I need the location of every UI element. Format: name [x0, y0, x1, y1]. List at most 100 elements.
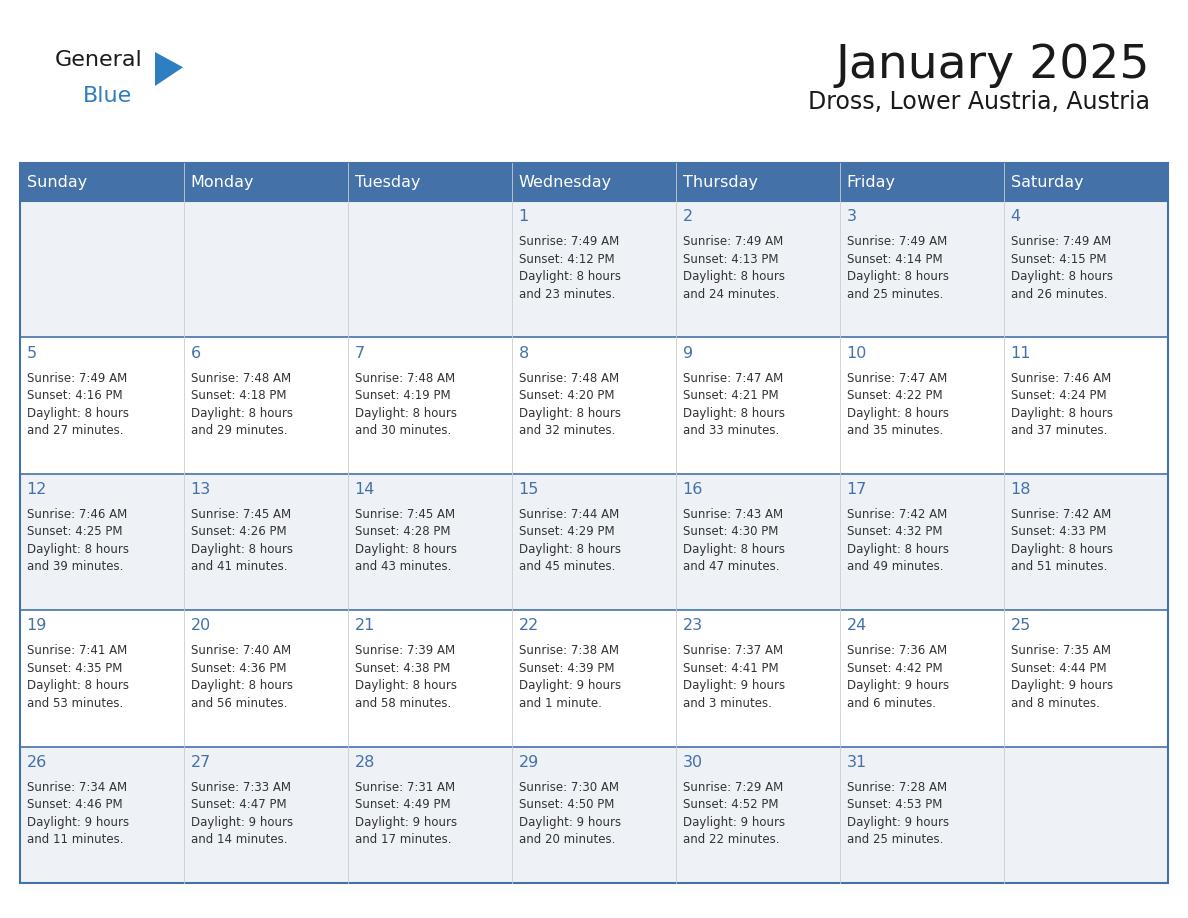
Text: Sunrise: 7:46 AM
Sunset: 4:25 PM
Daylight: 8 hours
and 39 minutes.: Sunrise: 7:46 AM Sunset: 4:25 PM Dayligh…	[26, 508, 128, 574]
Text: 7: 7	[354, 345, 365, 361]
Text: Sunrise: 7:49 AM
Sunset: 4:12 PM
Daylight: 8 hours
and 23 minutes.: Sunrise: 7:49 AM Sunset: 4:12 PM Dayligh…	[518, 235, 620, 300]
Polygon shape	[348, 201, 512, 338]
Polygon shape	[154, 52, 183, 86]
Polygon shape	[184, 746, 348, 883]
Text: Sunrise: 7:33 AM
Sunset: 4:47 PM
Daylight: 9 hours
and 14 minutes.: Sunrise: 7:33 AM Sunset: 4:47 PM Dayligh…	[190, 780, 292, 846]
Text: Sunrise: 7:49 AM
Sunset: 4:13 PM
Daylight: 8 hours
and 24 minutes.: Sunrise: 7:49 AM Sunset: 4:13 PM Dayligh…	[683, 235, 784, 300]
Polygon shape	[676, 201, 840, 338]
Text: Monday: Monday	[190, 174, 254, 189]
Polygon shape	[1004, 474, 1168, 610]
Polygon shape	[676, 163, 840, 201]
Polygon shape	[184, 474, 348, 610]
Text: Sunrise: 7:28 AM
Sunset: 4:53 PM
Daylight: 9 hours
and 25 minutes.: Sunrise: 7:28 AM Sunset: 4:53 PM Dayligh…	[847, 780, 949, 846]
Text: Sunrise: 7:42 AM
Sunset: 4:33 PM
Daylight: 8 hours
and 51 minutes.: Sunrise: 7:42 AM Sunset: 4:33 PM Dayligh…	[1011, 508, 1112, 574]
Polygon shape	[840, 163, 1004, 201]
Polygon shape	[348, 163, 512, 201]
Text: Sunrise: 7:49 AM
Sunset: 4:14 PM
Daylight: 8 hours
and 25 minutes.: Sunrise: 7:49 AM Sunset: 4:14 PM Dayligh…	[847, 235, 948, 300]
Text: Sunrise: 7:43 AM
Sunset: 4:30 PM
Daylight: 8 hours
and 47 minutes.: Sunrise: 7:43 AM Sunset: 4:30 PM Dayligh…	[683, 508, 784, 574]
Text: Wednesday: Wednesday	[518, 174, 612, 189]
Polygon shape	[676, 746, 840, 883]
Text: Sunrise: 7:40 AM
Sunset: 4:36 PM
Daylight: 8 hours
and 56 minutes.: Sunrise: 7:40 AM Sunset: 4:36 PM Dayligh…	[190, 644, 292, 710]
Text: Friday: Friday	[847, 174, 896, 189]
Text: Blue: Blue	[83, 86, 132, 106]
Text: 23: 23	[683, 619, 702, 633]
Polygon shape	[512, 163, 676, 201]
Text: 6: 6	[190, 345, 201, 361]
Polygon shape	[20, 474, 184, 610]
Polygon shape	[840, 474, 1004, 610]
Polygon shape	[1004, 338, 1168, 474]
Text: 30: 30	[683, 755, 702, 770]
Text: Dross, Lower Austria, Austria: Dross, Lower Austria, Austria	[808, 90, 1150, 114]
Text: 10: 10	[847, 345, 867, 361]
Text: 5: 5	[26, 345, 37, 361]
Polygon shape	[184, 201, 348, 338]
Polygon shape	[840, 338, 1004, 474]
Polygon shape	[840, 610, 1004, 746]
Polygon shape	[348, 474, 512, 610]
Text: Sunrise: 7:41 AM
Sunset: 4:35 PM
Daylight: 8 hours
and 53 minutes.: Sunrise: 7:41 AM Sunset: 4:35 PM Dayligh…	[26, 644, 128, 710]
Text: 2: 2	[683, 209, 693, 224]
Text: 24: 24	[847, 619, 867, 633]
Text: 20: 20	[190, 619, 210, 633]
Text: 12: 12	[26, 482, 48, 497]
Polygon shape	[184, 163, 348, 201]
Polygon shape	[20, 163, 184, 201]
Text: Sunrise: 7:49 AM
Sunset: 4:16 PM
Daylight: 8 hours
and 27 minutes.: Sunrise: 7:49 AM Sunset: 4:16 PM Dayligh…	[26, 372, 128, 437]
Text: 3: 3	[847, 209, 857, 224]
Text: Sunrise: 7:44 AM
Sunset: 4:29 PM
Daylight: 8 hours
and 45 minutes.: Sunrise: 7:44 AM Sunset: 4:29 PM Dayligh…	[518, 508, 620, 574]
Text: 8: 8	[518, 345, 529, 361]
Text: Tuesday: Tuesday	[354, 174, 421, 189]
Text: Sunrise: 7:35 AM
Sunset: 4:44 PM
Daylight: 9 hours
and 8 minutes.: Sunrise: 7:35 AM Sunset: 4:44 PM Dayligh…	[1011, 644, 1113, 710]
Text: 22: 22	[518, 619, 539, 633]
Text: Sunrise: 7:48 AM
Sunset: 4:19 PM
Daylight: 8 hours
and 30 minutes.: Sunrise: 7:48 AM Sunset: 4:19 PM Dayligh…	[354, 372, 456, 437]
Text: 9: 9	[683, 345, 693, 361]
Text: Sunrise: 7:47 AM
Sunset: 4:21 PM
Daylight: 8 hours
and 33 minutes.: Sunrise: 7:47 AM Sunset: 4:21 PM Dayligh…	[683, 372, 784, 437]
Text: 19: 19	[26, 619, 48, 633]
Polygon shape	[1004, 746, 1168, 883]
Polygon shape	[1004, 201, 1168, 338]
Text: Sunrise: 7:45 AM
Sunset: 4:28 PM
Daylight: 8 hours
and 43 minutes.: Sunrise: 7:45 AM Sunset: 4:28 PM Dayligh…	[354, 508, 456, 574]
Text: Sunrise: 7:38 AM
Sunset: 4:39 PM
Daylight: 9 hours
and 1 minute.: Sunrise: 7:38 AM Sunset: 4:39 PM Dayligh…	[518, 644, 620, 710]
Text: 11: 11	[1011, 345, 1031, 361]
Text: 26: 26	[26, 755, 46, 770]
Text: 31: 31	[847, 755, 867, 770]
Polygon shape	[348, 746, 512, 883]
Text: Sunrise: 7:36 AM
Sunset: 4:42 PM
Daylight: 9 hours
and 6 minutes.: Sunrise: 7:36 AM Sunset: 4:42 PM Dayligh…	[847, 644, 949, 710]
Polygon shape	[512, 201, 676, 338]
Polygon shape	[676, 338, 840, 474]
Text: Sunrise: 7:47 AM
Sunset: 4:22 PM
Daylight: 8 hours
and 35 minutes.: Sunrise: 7:47 AM Sunset: 4:22 PM Dayligh…	[847, 372, 948, 437]
Text: General: General	[55, 50, 143, 70]
Text: 27: 27	[190, 755, 210, 770]
Polygon shape	[676, 610, 840, 746]
Polygon shape	[184, 610, 348, 746]
Text: 18: 18	[1011, 482, 1031, 497]
Text: 4: 4	[1011, 209, 1020, 224]
Text: 25: 25	[1011, 619, 1031, 633]
Text: Sunrise: 7:34 AM
Sunset: 4:46 PM
Daylight: 9 hours
and 11 minutes.: Sunrise: 7:34 AM Sunset: 4:46 PM Dayligh…	[26, 780, 128, 846]
Text: Sunrise: 7:49 AM
Sunset: 4:15 PM
Daylight: 8 hours
and 26 minutes.: Sunrise: 7:49 AM Sunset: 4:15 PM Dayligh…	[1011, 235, 1112, 300]
Text: Sunday: Sunday	[26, 174, 87, 189]
Text: 1: 1	[518, 209, 529, 224]
Polygon shape	[676, 474, 840, 610]
Text: Sunrise: 7:48 AM
Sunset: 4:18 PM
Daylight: 8 hours
and 29 minutes.: Sunrise: 7:48 AM Sunset: 4:18 PM Dayligh…	[190, 372, 292, 437]
Polygon shape	[20, 338, 184, 474]
Text: 16: 16	[683, 482, 703, 497]
Text: Sunrise: 7:45 AM
Sunset: 4:26 PM
Daylight: 8 hours
and 41 minutes.: Sunrise: 7:45 AM Sunset: 4:26 PM Dayligh…	[190, 508, 292, 574]
Polygon shape	[1004, 163, 1168, 201]
Polygon shape	[348, 610, 512, 746]
Text: Saturday: Saturday	[1011, 174, 1083, 189]
Text: Sunrise: 7:37 AM
Sunset: 4:41 PM
Daylight: 9 hours
and 3 minutes.: Sunrise: 7:37 AM Sunset: 4:41 PM Dayligh…	[683, 644, 785, 710]
Polygon shape	[20, 610, 184, 746]
Polygon shape	[512, 474, 676, 610]
Text: Sunrise: 7:46 AM
Sunset: 4:24 PM
Daylight: 8 hours
and 37 minutes.: Sunrise: 7:46 AM Sunset: 4:24 PM Dayligh…	[1011, 372, 1112, 437]
Text: Thursday: Thursday	[683, 174, 758, 189]
Text: Sunrise: 7:48 AM
Sunset: 4:20 PM
Daylight: 8 hours
and 32 minutes.: Sunrise: 7:48 AM Sunset: 4:20 PM Dayligh…	[518, 372, 620, 437]
Polygon shape	[512, 338, 676, 474]
Text: Sunrise: 7:29 AM
Sunset: 4:52 PM
Daylight: 9 hours
and 22 minutes.: Sunrise: 7:29 AM Sunset: 4:52 PM Dayligh…	[683, 780, 785, 846]
Text: 28: 28	[354, 755, 375, 770]
Polygon shape	[840, 201, 1004, 338]
Polygon shape	[840, 746, 1004, 883]
Text: 13: 13	[190, 482, 210, 497]
Polygon shape	[512, 746, 676, 883]
